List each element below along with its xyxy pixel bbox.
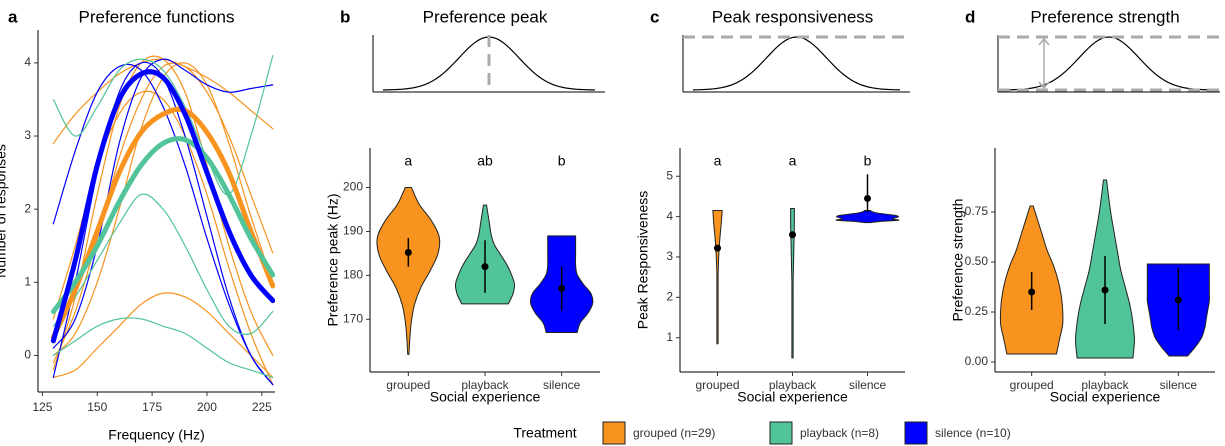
- response-curve: [52, 317, 274, 378]
- mean-point: [558, 285, 566, 293]
- y-tick-label: 4: [24, 55, 31, 69]
- y-tick-label: 200: [343, 180, 363, 194]
- panel-title: Preference functions: [79, 7, 235, 26]
- x-axis-title: Social experience: [737, 389, 848, 405]
- y-axis-title: Peak Responsiveness: [635, 191, 651, 330]
- y-tick-label: 3: [666, 249, 673, 263]
- panel-title: Peak responsiveness: [712, 7, 874, 26]
- y-tick-label: 5: [666, 168, 673, 182]
- panel-label: d: [965, 7, 975, 26]
- y-axis-title: Preference peak (Hz): [325, 193, 341, 326]
- response-curve: [50, 69, 275, 344]
- panel-title: Preference strength: [1030, 7, 1179, 26]
- y-tick-label: 180: [343, 268, 363, 282]
- response-curve: [52, 58, 274, 144]
- x-tick-label: grouped: [1010, 378, 1054, 392]
- x-tick-label: 150: [87, 400, 107, 414]
- mean-point: [789, 231, 796, 239]
- response-curve: [52, 193, 274, 336]
- mean-point: [1101, 286, 1109, 294]
- y-tick-label: 2: [24, 201, 31, 215]
- mean-point: [1028, 288, 1036, 296]
- x-axis-title: Social experience: [1050, 389, 1161, 405]
- x-tick-label: 175: [142, 400, 162, 414]
- panel-label: a: [8, 7, 18, 26]
- mean-point: [864, 194, 871, 202]
- violin: [835, 210, 900, 224]
- legend-label: grouped (n=29): [633, 426, 715, 440]
- significance-letter: a: [714, 153, 722, 169]
- y-tick-label: 0.75: [965, 204, 989, 218]
- legend-swatch: [602, 421, 626, 445]
- schematic-arrow: [1038, 37, 1050, 46]
- schematic-curve: [692, 36, 901, 91]
- x-tick-label: 200: [197, 400, 217, 414]
- x-tick-label: 225: [252, 400, 272, 414]
- significance-letter: b: [864, 153, 872, 169]
- legend-swatch: [904, 421, 928, 445]
- panel-label: b: [340, 7, 350, 26]
- y-axis-title: Number of responses: [0, 144, 9, 278]
- y-tick-label: 0.25: [965, 304, 989, 318]
- legend-label: silence (n=10): [935, 426, 1011, 440]
- y-tick-label: 170: [343, 311, 363, 325]
- x-tick-label: grouped: [695, 378, 739, 392]
- legend-label: playback (n=8): [800, 426, 879, 440]
- x-axis-title: Social experience: [430, 389, 541, 405]
- x-tick-label: playback: [1081, 378, 1129, 392]
- significance-letter: a: [789, 153, 797, 169]
- y-tick-label: 1: [666, 330, 673, 344]
- x-tick-label: grouped: [386, 378, 430, 392]
- y-tick-label: 0: [24, 348, 31, 362]
- violin: [376, 187, 441, 355]
- y-tick-label: 2: [666, 290, 673, 304]
- y-tick-label: 190: [343, 224, 363, 238]
- mean-point: [481, 263, 489, 271]
- y-tick-label: 1: [24, 274, 31, 288]
- y-tick-label: 0.50: [965, 254, 989, 268]
- legend-title: Treatment: [513, 425, 576, 441]
- response-curve: [52, 63, 274, 386]
- x-tick-label: playback: [769, 378, 817, 392]
- mean-point: [714, 244, 721, 252]
- response-curve: [50, 136, 275, 315]
- x-tick-label: 125: [32, 400, 52, 414]
- violin: [712, 210, 723, 345]
- x-axis-title: Frequency (Hz): [108, 427, 204, 443]
- x-tick-label: silence: [1160, 378, 1198, 392]
- schematic-curve: [1007, 36, 1211, 91]
- significance-letter: a: [404, 153, 412, 169]
- x-tick-label: playback: [461, 378, 509, 392]
- significance-letter: b: [558, 153, 566, 169]
- mean-point: [404, 249, 412, 257]
- y-tick-label: 3: [24, 128, 31, 142]
- x-tick-label: silence: [543, 378, 581, 392]
- response-curve: [52, 90, 274, 386]
- significance-letter: ab: [477, 153, 493, 169]
- response-curve: [52, 292, 274, 378]
- response-curve: [50, 106, 275, 340]
- panel-label: c: [650, 7, 659, 26]
- y-axis-title: Preference strength: [950, 199, 966, 322]
- x-tick-label: silence: [849, 378, 887, 392]
- response-curve: [52, 58, 274, 349]
- legend-swatch: [769, 421, 793, 445]
- y-tick-label: 0.00: [965, 354, 989, 368]
- y-tick-label: 4: [666, 209, 673, 223]
- response-curve: [52, 54, 274, 196]
- schematic-arrow: [1038, 81, 1050, 90]
- panel-title: Preference peak: [423, 7, 548, 26]
- violin: [790, 208, 795, 359]
- mean-point: [1174, 296, 1182, 304]
